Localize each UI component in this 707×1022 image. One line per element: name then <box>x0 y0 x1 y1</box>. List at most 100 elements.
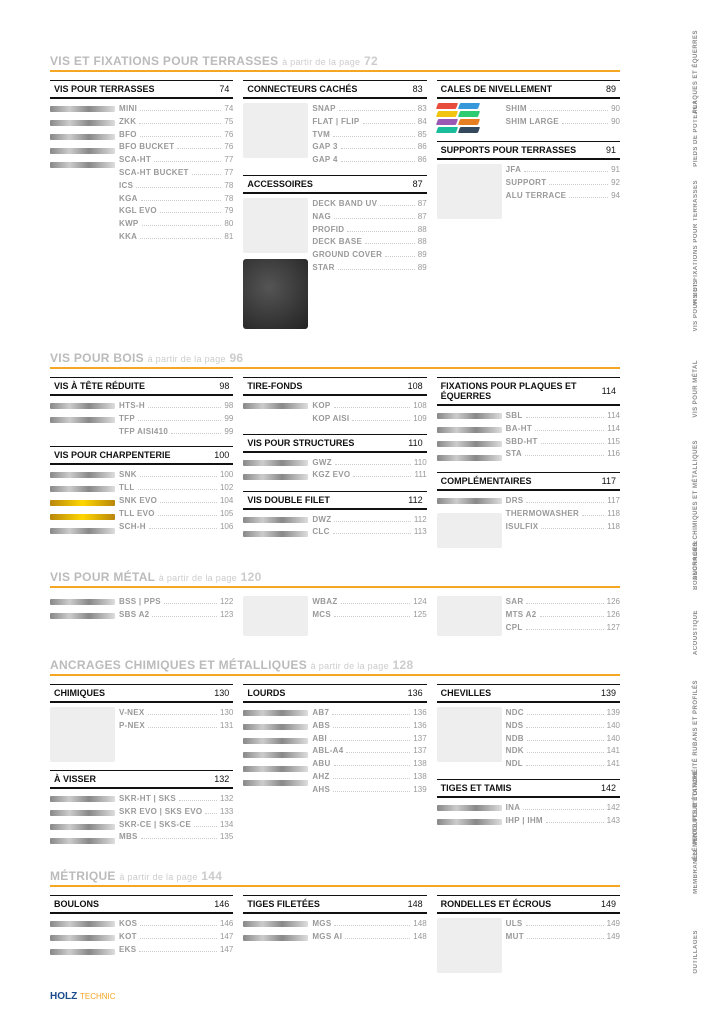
product-item[interactable]: NDB140 <box>506 733 620 746</box>
product-item[interactable]: SCA-HT77 <box>119 154 233 167</box>
product-item[interactable]: DRS117 <box>506 495 620 508</box>
product-item[interactable]: SCH-H106 <box>119 521 233 534</box>
product-item[interactable]: NAG87 <box>312 211 426 224</box>
product-item[interactable]: P-NEX131 <box>119 720 233 733</box>
product-item[interactable]: ZKK75 <box>119 116 233 129</box>
product-item[interactable]: GAP 386 <box>312 141 426 154</box>
product-item[interactable]: KOP AISI109 <box>312 413 426 426</box>
product-item[interactable]: MCS125 <box>312 609 426 622</box>
side-tab[interactable]: PIEDS DE POTEAUX <box>693 100 707 167</box>
product-item[interactable]: ICS78 <box>119 180 233 193</box>
product-item[interactable]: KWP80 <box>119 218 233 231</box>
product-item[interactable]: JFA91 <box>506 164 620 177</box>
side-tab[interactable]: ÉLÉMENTS POUR TOITURE <box>693 770 707 860</box>
product-item[interactable]: ABL-A4137 <box>312 745 426 758</box>
product-item[interactable]: NDS140 <box>506 720 620 733</box>
product-item[interactable]: NDL141 <box>506 758 620 771</box>
product-item[interactable]: SKR-CE | SKS-CE134 <box>119 819 233 832</box>
category-box: VIS POUR STRUCTURES110 GWZ110KGZ EVO111 <box>243 434 426 483</box>
product-item[interactable]: FLAT | FLIP84 <box>312 116 426 129</box>
product-item[interactable]: KOT147 <box>119 931 233 944</box>
product-item[interactable]: ABU138 <box>312 758 426 771</box>
side-tab[interactable]: BOULONNERIE <box>693 540 707 590</box>
product-item[interactable]: SBL114 <box>506 410 620 423</box>
product-item[interactable]: MINI74 <box>119 103 233 116</box>
columns: VIS À TÊTE RÉDUITE98HTS-H98TFP99TFP AISI… <box>50 377 620 556</box>
product-item[interactable]: SKR-HT | SKS132 <box>119 793 233 806</box>
side-tab[interactable]: ACOUSTIQUE <box>693 610 707 655</box>
product-item[interactable]: SNK EVO104 <box>119 495 233 508</box>
product-item[interactable]: KGZ EVO111 <box>312 469 426 482</box>
category-box: ACCESSOIRES87DECK BAND UV87NAG87PROFID88… <box>243 175 426 329</box>
product-item[interactable]: IHP | IHM143 <box>506 815 620 828</box>
category-box: LOURDS136AB7136ABS136ABI137ABL-A4137ABU1… <box>243 684 426 797</box>
product-item[interactable]: KKA81 <box>119 231 233 244</box>
product-item[interactable]: NDK141 <box>506 745 620 758</box>
product-item[interactable]: SAR126 <box>506 596 620 609</box>
product-item[interactable]: CLC113 <box>312 526 426 539</box>
product-item[interactable]: BFO76 <box>119 129 233 142</box>
box-header: VIS POUR STRUCTURES110 <box>243 434 426 453</box>
product-item[interactable]: ABI137 <box>312 733 426 746</box>
product-item[interactable]: GROUND COVER89 <box>312 249 426 262</box>
category-box: FIXATIONS POUR PLAQUES ET ÉQUERRES114SBL… <box>437 377 620 464</box>
product-item[interactable]: BSS | PPS122 <box>119 596 233 609</box>
product-item[interactable]: MGS AI148 <box>312 931 426 944</box>
product-item[interactable]: THERMOWASHER118 <box>506 508 620 521</box>
product-item[interactable]: ABS136 <box>312 720 426 733</box>
side-tab[interactable]: VIS POUR MÉTAL <box>693 360 707 418</box>
thumbnail <box>243 918 308 944</box>
product-item[interactable]: AHS139 <box>312 784 426 797</box>
thumbnail <box>50 103 115 244</box>
product-item[interactable]: ULS149 <box>506 918 620 931</box>
product-item[interactable]: MBS135 <box>119 831 233 844</box>
product-item[interactable]: TLL102 <box>119 482 233 495</box>
product-item[interactable]: EKS147 <box>119 944 233 957</box>
product-item[interactable]: ISULFIX118 <box>506 521 620 534</box>
product-item[interactable]: AHZ138 <box>312 771 426 784</box>
product-item[interactable]: GWZ110 <box>312 457 426 470</box>
product-item[interactable]: ALU TERRACE94 <box>506 190 620 203</box>
columns: VIS POUR TERRASSES74MINI74ZKK75BFO76BFO … <box>50 80 620 337</box>
product-item[interactable]: SNK100 <box>119 469 233 482</box>
product-item[interactable]: PROFID88 <box>312 224 426 237</box>
product-item[interactable]: DECK BASE88 <box>312 236 426 249</box>
product-item[interactable]: SBD-HT115 <box>506 436 620 449</box>
product-item[interactable]: V-NEX130 <box>119 707 233 720</box>
product-item[interactable]: SKR EVO | SKS EVO133 <box>119 806 233 819</box>
product-item[interactable]: STA116 <box>506 448 620 461</box>
product-item[interactable]: SHIM90 <box>506 103 620 116</box>
product-item[interactable]: MUT149 <box>506 931 620 944</box>
product-item[interactable]: CPL127 <box>506 622 620 635</box>
side-tab[interactable]: VIS POUR BOIS <box>693 280 707 332</box>
product-item[interactable]: INA142 <box>506 802 620 815</box>
side-tab[interactable]: MEMBRANES <box>693 850 707 894</box>
product-item[interactable]: AB7136 <box>312 707 426 720</box>
product-item[interactable]: SCA-HT BUCKET77 <box>119 167 233 180</box>
product-item[interactable]: HTS-H98 <box>119 400 233 413</box>
product-item[interactable]: TFP AISI41099 <box>119 426 233 439</box>
side-tab[interactable]: OUTILLAGES <box>693 930 707 974</box>
product-item[interactable]: GAP 486 <box>312 154 426 167</box>
product-item[interactable]: KOS146 <box>119 918 233 931</box>
product-item[interactable]: SBS A2123 <box>119 609 233 622</box>
product-item[interactable]: NDC139 <box>506 707 620 720</box>
product-item[interactable]: TVM85 <box>312 129 426 142</box>
product-item[interactable]: STAR89 <box>312 262 426 275</box>
product-item[interactable]: KGA78 <box>119 193 233 206</box>
product-item[interactable]: KOP108 <box>312 400 426 413</box>
product-item[interactable]: DECK BAND UV87 <box>312 198 426 211</box>
product-item[interactable]: SHIM LARGE90 <box>506 116 620 129</box>
product-item[interactable]: WBAZ124 <box>312 596 426 609</box>
product-item[interactable]: DWZ112 <box>312 514 426 527</box>
product-item[interactable]: MGS148 <box>312 918 426 931</box>
product-item[interactable]: SUPPORT92 <box>506 177 620 190</box>
box-header: SUPPORTS POUR TERRASSES91 <box>437 141 620 160</box>
product-item[interactable]: MTS A2126 <box>506 609 620 622</box>
product-item[interactable]: KGL EVO79 <box>119 205 233 218</box>
product-item[interactable]: TLL EVO105 <box>119 508 233 521</box>
product-item[interactable]: TFP99 <box>119 413 233 426</box>
product-item[interactable]: SNAP83 <box>312 103 426 116</box>
product-item[interactable]: BA-HT114 <box>506 423 620 436</box>
product-item[interactable]: BFO BUCKET76 <box>119 141 233 154</box>
